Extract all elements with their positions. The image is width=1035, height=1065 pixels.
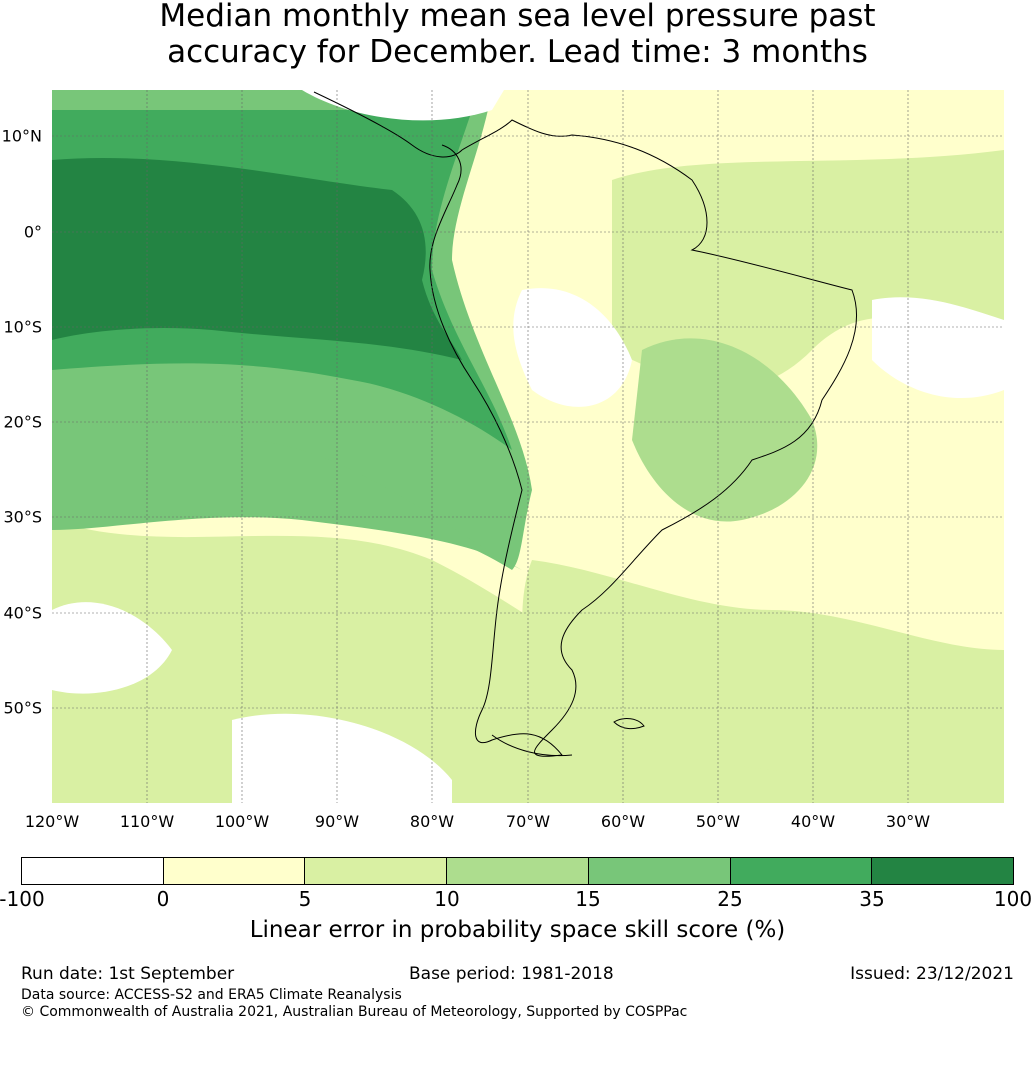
falkland-islands [613,718,645,730]
lon-label-100w: 100°W [214,812,270,831]
lat-label-10s: 10°S [3,317,42,337]
colorbar-tick-35: 35 [859,887,885,911]
lon-label-90w: 90°W [314,812,360,831]
lon-label-50w: 50°W [695,812,741,831]
colorbar-segment-4 [447,858,589,884]
graticule [52,90,1004,803]
lat-label-30s: 30°S [3,507,42,527]
pacific-max [52,157,462,360]
copyright-notice: © Commonwealth of Australia 2021, Austra… [21,1004,688,1020]
lon-label-60w: 60°W [600,812,646,831]
atlantic-zone [612,150,1004,388]
colorbar-segment-7 [872,858,1014,884]
pacific-south-edge [52,420,522,570]
issued-date: Issued: 23/12/2021 [850,964,1014,984]
colorbar-segment-6 [730,858,873,884]
colorbar-tick-100: 100 [993,887,1033,911]
map-title-line-2: accuracy for December. Lead time: 3 mont… [167,34,868,70]
skill-score-map [52,90,1004,803]
lat-label-10n: 10°N [1,126,42,146]
brazil-zone [632,338,818,522]
low-skill-southwest [52,602,172,694]
south-america-coastline [313,91,857,757]
lon-label-30w: 30°W [885,812,931,831]
lat-label-20s: 20°S [3,412,42,432]
low-skill-amazon [513,288,632,407]
lat-label-40s: 40°S [3,603,42,623]
colorbar-tick--100: -100 [0,887,45,911]
colorbar-label: Linear error in probability space skill … [249,917,786,943]
lat-label-50s: 50°S [3,698,42,718]
colorbar-tick-5: 5 [298,887,312,911]
data-source: Data source: ACCESS-S2 and ERA5 Climate … [21,987,402,1003]
lon-label-40w: 40°W [790,812,836,831]
colorbar [21,857,1014,885]
colorbar-tick-0: 0 [156,887,170,911]
lat-label-0: 0° [23,222,42,242]
run-date: Run date: 1st September [21,964,235,984]
colorbar-tick-25: 25 [717,887,743,911]
colorbar-segment-1 [22,858,164,884]
low-skill-atlantic [872,297,1004,399]
map-title-line-1: Median monthly mean sea level pressure p… [159,0,876,34]
colorbar-segment-3 [305,858,448,884]
low-skill-south [232,713,452,803]
argentina-zone [522,560,1004,790]
lon-label-70w: 70°W [505,812,551,831]
colorbar-tick-15: 15 [575,887,601,911]
low-skill-north [302,90,504,121]
lon-label-110w: 110°W [119,812,175,831]
colorbar-tick-10: 10 [434,887,460,911]
colorbar-segment-5 [588,858,731,884]
lon-label-120w: 120°W [24,812,80,831]
base-period: Base period: 1981-2018 [409,964,614,984]
lon-label-80w: 80°W [409,812,455,831]
colorbar-segment-2 [163,858,306,884]
